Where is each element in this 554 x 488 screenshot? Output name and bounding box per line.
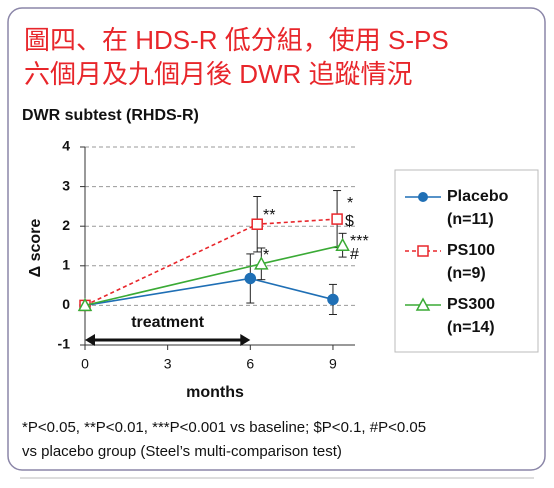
chart-title: 六個月及九個月後 DWR 追蹤情況	[24, 59, 413, 89]
point	[244, 272, 257, 285]
chart-subtitle: DWR subtest (RHDS-R)	[22, 107, 199, 124]
series-line	[84, 218, 338, 307]
y-tick-label: 4	[62, 138, 70, 154]
legend-marker	[418, 192, 428, 202]
frame	[7, 7, 546, 471]
arrow-head	[240, 334, 251, 346]
y-tick-label: 3	[62, 177, 70, 193]
point	[254, 256, 269, 270]
x-tick-label: 3	[164, 356, 172, 372]
y-axis-label: Δ score	[27, 219, 44, 278]
point	[77, 297, 93, 312]
legend-label: PS100	[447, 242, 495, 259]
chart-title: 圖四、在 HDS-R 低分組，使用 S-PS	[24, 25, 449, 55]
legend-marker	[417, 245, 429, 257]
annotation: **	[263, 207, 275, 224]
legend-sample: (n=11)	[447, 211, 494, 228]
annotation: *	[347, 195, 353, 212]
legend-sample: (n=14)	[447, 319, 495, 336]
series-line	[84, 244, 343, 307]
point	[331, 213, 343, 225]
y-tick-label: 0	[62, 296, 70, 312]
point	[327, 293, 339, 306]
legend-box	[394, 169, 539, 353]
footnote: *P<0.05, **P<0.01, ***P<0.001 vs baselin…	[22, 419, 426, 436]
annotation: #	[350, 246, 359, 263]
x-tick-label: 6	[246, 356, 254, 372]
treatment-label: treatment	[131, 314, 205, 331]
y-tick-label: 1	[62, 257, 70, 273]
x-tick-label: 9	[329, 356, 337, 372]
arrow-head	[85, 334, 95, 346]
legend-label: PS300	[447, 296, 495, 313]
x-axis-label: months	[186, 384, 244, 401]
y-tick-label: 2	[62, 217, 70, 233]
annotation: $	[345, 213, 354, 230]
legend-sample: (n=9)	[447, 265, 486, 282]
annotation: *	[263, 247, 269, 264]
x-tick-label: 0	[81, 356, 89, 372]
footnote: vs placebo group (Steel’s multi-comparis…	[22, 443, 342, 460]
annotation: ***	[350, 233, 369, 250]
legend-label: Placebo	[447, 188, 509, 205]
y-tick-label: -1	[58, 336, 71, 352]
point	[335, 237, 350, 251]
legend-marker	[415, 297, 431, 311]
point	[251, 218, 263, 230]
series-line	[84, 277, 334, 307]
